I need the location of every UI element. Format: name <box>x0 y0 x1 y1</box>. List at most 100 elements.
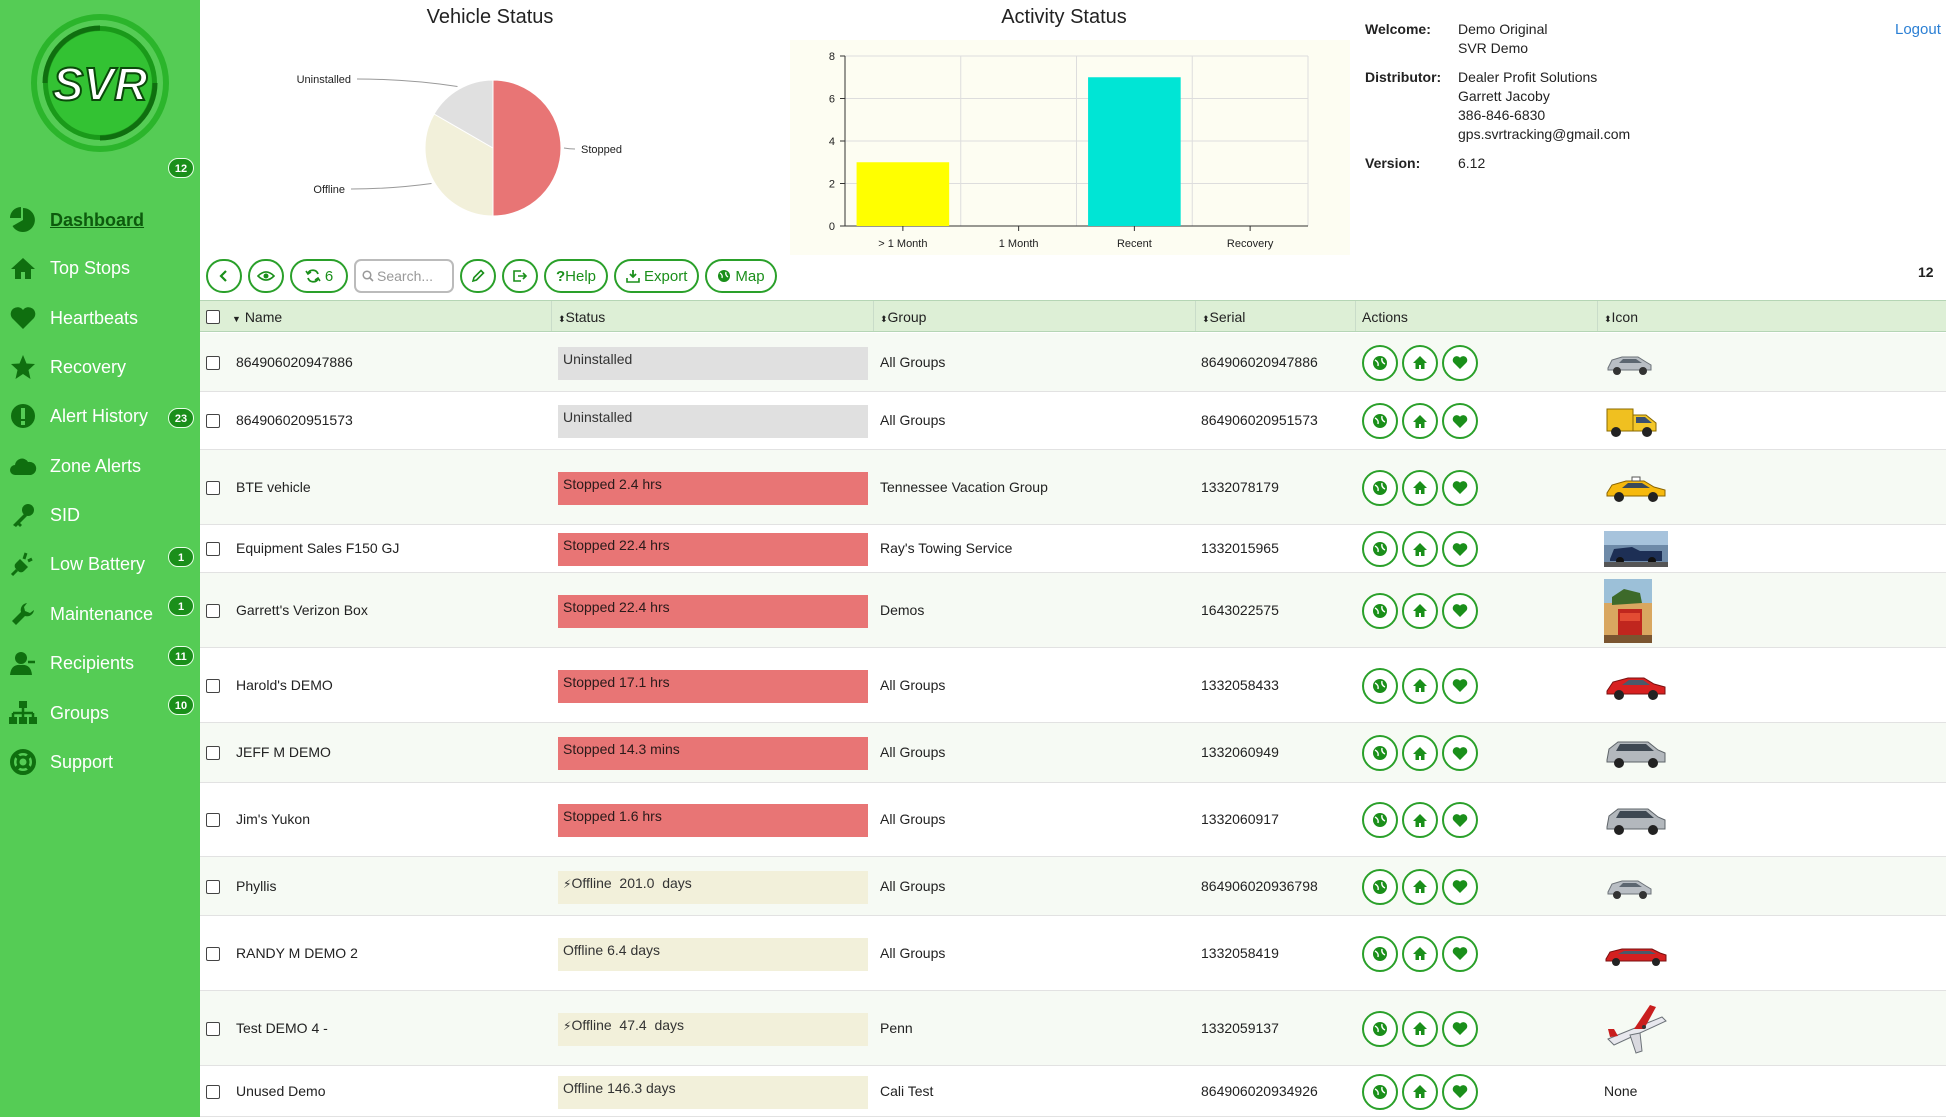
vehicle-name[interactable]: Harold's DEMO <box>236 676 333 693</box>
vehicle-name[interactable]: 864906020947886 <box>236 353 353 370</box>
sidebar-item-dashboard[interactable]: Dashboard <box>0 200 200 240</box>
row-checkbox[interactable] <box>206 1084 220 1099</box>
row-checkbox[interactable] <box>206 603 220 618</box>
sidebar-item-alert-history[interactable]: Alert History <box>0 396 200 436</box>
home-button[interactable] <box>1402 667 1438 704</box>
help-button[interactable]: ? Help <box>544 259 609 293</box>
search-input[interactable]: Search... <box>354 259 454 293</box>
sidebar-item-recovery[interactable]: Recovery <box>0 347 200 387</box>
sidebar-item-zone-alerts[interactable]: Zone Alerts <box>0 446 200 486</box>
vehicle-name[interactable]: Garrett's Verizon Box <box>236 601 368 618</box>
row-checkbox[interactable] <box>206 542 220 556</box>
heartbeat-button[interactable] <box>1442 935 1478 972</box>
heartbeat-button[interactable] <box>1442 344 1478 381</box>
home-button[interactable] <box>1402 1073 1438 1110</box>
locate-button[interactable] <box>1362 735 1398 771</box>
sidebar-item-recipients[interactable]: Recipients <box>0 643 200 683</box>
locate-button[interactable] <box>1362 1010 1398 1047</box>
locate-button[interactable] <box>1362 344 1398 381</box>
locate-button[interactable] <box>1362 667 1398 704</box>
table-row[interactable]: BTE vehicle Stopped 2.4 hrs Tennessee Vaca… <box>200 450 1946 525</box>
home-button[interactable] <box>1402 802 1438 838</box>
heartbeat-button[interactable] <box>1442 1010 1478 1047</box>
home-button[interactable] <box>1402 531 1438 567</box>
home-button[interactable] <box>1402 868 1438 905</box>
header-name[interactable]: ▼ Name <box>226 301 552 331</box>
sidebar-item-low-battery[interactable]: Low Battery <box>0 544 200 584</box>
table-row[interactable]: 864906020947886 Uninstalled All Groups 8649… <box>200 333 1946 392</box>
header-icon[interactable]: ⬍Icon <box>1598 301 1946 331</box>
row-checkbox[interactable] <box>206 480 220 495</box>
locate-button[interactable] <box>1362 868 1398 905</box>
heartbeat-button[interactable] <box>1442 735 1478 771</box>
vehicle-name[interactable]: JEFF M DEMO <box>236 744 331 760</box>
vehicle-name[interactable]: BTE vehicle <box>236 478 311 495</box>
home-button[interactable] <box>1402 403 1438 439</box>
locate-button[interactable] <box>1362 1073 1398 1110</box>
table-row[interactable]: RANDY M DEMO 2 Offline 6.4 days All Groups… <box>200 916 1946 991</box>
heartbeat-button[interactable] <box>1442 1073 1478 1110</box>
table-row[interactable]: Test DEMO 4 - ⚡Offline 47.4 days Penn 13320… <box>200 991 1946 1066</box>
sidebar-item-maintenance[interactable]: Maintenance <box>0 594 200 634</box>
locate-button[interactable] <box>1362 935 1398 972</box>
heartbeat-button[interactable] <box>1442 802 1478 838</box>
locate-button[interactable] <box>1362 469 1398 506</box>
table-row[interactable]: Jim's Yukon Stopped 1.6 hrs All Groups 1332… <box>200 783 1946 857</box>
heartbeat-button[interactable] <box>1442 403 1478 439</box>
vehicle-name[interactable]: 864906020951573 <box>236 412 353 428</box>
row-checkbox[interactable] <box>206 1021 220 1036</box>
row-checkbox[interactable] <box>206 355 220 370</box>
pie-slice-stopped[interactable] <box>492 79 562 217</box>
sidebar-item-support[interactable]: Support <box>0 742 200 782</box>
table-row[interactable]: Phyllis ⚡Offline 201.0 days All Groups 8649… <box>200 857 1946 916</box>
vehicle-name[interactable]: Test DEMO 4 - <box>236 1019 328 1036</box>
home-button[interactable] <box>1402 344 1438 381</box>
vehicle-name[interactable]: Unused Demo <box>236 1082 326 1099</box>
edit-button[interactable] <box>460 259 496 293</box>
sidebar-item-sid[interactable]: SID <box>0 495 200 535</box>
sidebar-item-groups[interactable]: Groups <box>0 693 200 733</box>
export-button[interactable]: Export <box>614 259 700 293</box>
sidebar-item-top-stops[interactable]: Top Stops <box>0 248 200 288</box>
back-button[interactable] <box>206 259 242 293</box>
table-row[interactable]: JEFF M DEMO Stopped 14.3 mins All Groups 13… <box>200 723 1946 783</box>
select-all-checkbox[interactable] <box>206 310 220 324</box>
logout-link[interactable]: Logout <box>1895 21 1941 38</box>
row-checkbox[interactable] <box>206 678 220 693</box>
pie-slice-offline[interactable] <box>424 113 494 217</box>
vehicle-name[interactable]: Phyllis <box>236 877 277 894</box>
locate-button[interactable] <box>1362 531 1398 567</box>
svr-logo[interactable]: SVR <box>25 8 175 158</box>
row-checkbox[interactable] <box>206 946 220 961</box>
row-checkbox[interactable] <box>206 813 220 827</box>
table-row[interactable]: Garrett's Verizon Box Stopped 22.4 hrs Dem… <box>200 573 1946 648</box>
heartbeat-button[interactable] <box>1442 531 1478 567</box>
heartbeat-button[interactable] <box>1442 868 1478 905</box>
header-group[interactable]: ⬍Group <box>874 301 1196 331</box>
home-button[interactable] <box>1402 935 1438 972</box>
header-status[interactable]: ⬍Status <box>552 301 874 331</box>
heartbeat-button[interactable] <box>1442 469 1478 506</box>
home-button[interactable] <box>1402 469 1438 506</box>
heartbeat-button[interactable] <box>1442 667 1478 704</box>
row-checkbox[interactable] <box>206 879 220 894</box>
bar-recent[interactable] <box>1088 77 1181 226</box>
row-checkbox[interactable] <box>206 414 220 428</box>
map-button[interactable]: Map <box>705 259 777 293</box>
vehicle-name[interactable]: RANDY M DEMO 2 <box>236 944 358 961</box>
table-row[interactable]: Unused Demo Offline 146.3 days Cali Test 86… <box>200 1066 1946 1117</box>
home-button[interactable] <box>1402 1010 1438 1047</box>
share-button[interactable] <box>502 259 538 293</box>
locate-button[interactable] <box>1362 802 1398 838</box>
header-serial[interactable]: ⬍Serial <box>1196 301 1356 331</box>
table-row[interactable]: 864906020951573 Uninstalled All Groups 8649… <box>200 392 1946 450</box>
heartbeat-button[interactable] <box>1442 592 1478 629</box>
bar-1-month[interactable] <box>856 162 950 226</box>
home-button[interactable] <box>1402 735 1438 771</box>
locate-button[interactable] <box>1362 403 1398 439</box>
refresh-button[interactable]: 6 <box>290 259 348 293</box>
pie-slice-uninstalled[interactable] <box>433 79 494 149</box>
vehicle-name[interactable]: Equipment Sales F150 GJ <box>236 540 400 556</box>
vehicle-name[interactable]: Jim's Yukon <box>236 811 311 827</box>
locate-button[interactable] <box>1362 592 1398 629</box>
